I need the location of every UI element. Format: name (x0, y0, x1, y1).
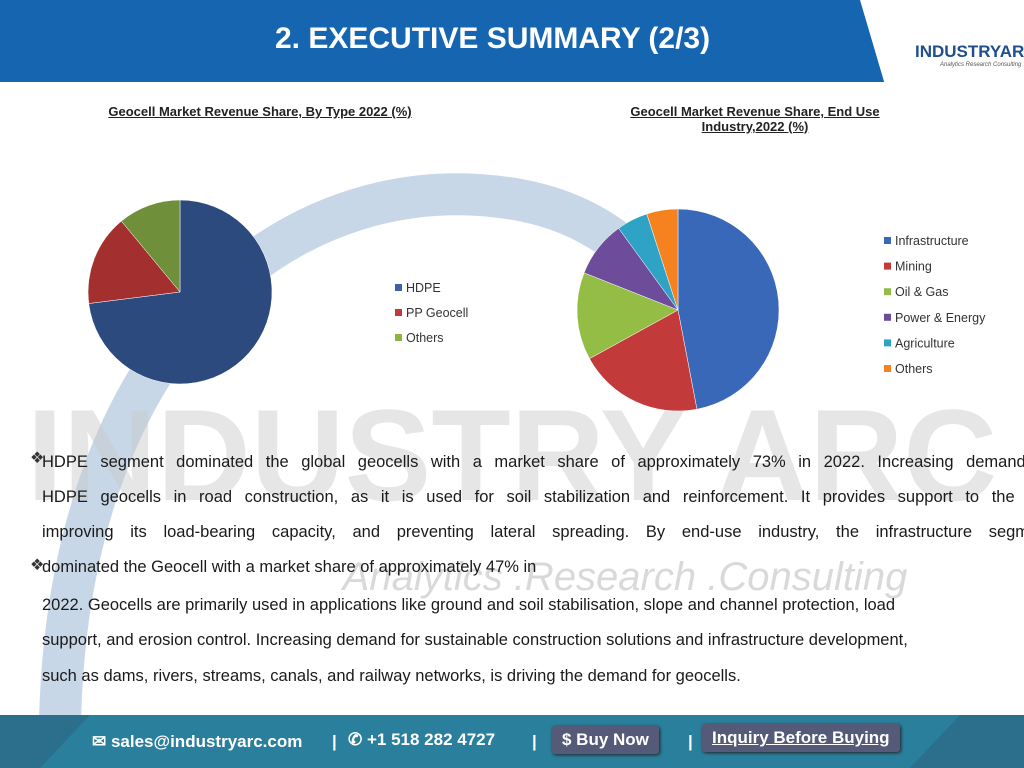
legend-label: Others (406, 331, 444, 345)
bullet: ❖ (30, 450, 44, 467)
pie-slice (677, 208, 780, 410)
email-text[interactable]: sales@industryarc.com (110, 732, 303, 751)
body-line: support, and erosion control. Increasing… (42, 631, 908, 649)
legend-label: Infrastructure (895, 234, 969, 248)
pie-slice (646, 208, 679, 311)
phone[interactable]: ✆ +1 518 282 4727 (348, 730, 496, 749)
legend-label: Agriculture (895, 336, 955, 350)
pie-slice (121, 199, 181, 293)
legend-label: Mining (895, 260, 932, 274)
body-line: HDPE segment dominated the global geocel… (42, 453, 1024, 471)
body-line: HDPE geocells in road construction, as i… (42, 488, 1024, 506)
body-line: improving its load-bearing capacity, and… (42, 523, 1024, 541)
body-line: dominated the Geocell with a market shar… (42, 558, 537, 576)
legend-swatch (884, 237, 891, 244)
chart-title: Geocell Market Revenue Share, By Type 20… (108, 104, 412, 119)
legend-swatch (884, 365, 891, 372)
legend-label: Oil & Gas (895, 285, 949, 299)
legend-swatch (395, 309, 402, 316)
email[interactable]: ✉ sales@industryarc.com (92, 732, 303, 751)
chart-title: Geocell Market Revenue Share, End Use In… (630, 104, 880, 134)
inquiry-button[interactable]: Inquiry Before Buying (702, 724, 900, 752)
slide-title: 2. EXECUTIVE SUMMARY (2/3) (275, 22, 711, 55)
pie-slice (589, 309, 698, 412)
pie-slice (87, 220, 181, 304)
pie-slice (576, 272, 679, 359)
legend-label: Power & Energy (895, 311, 986, 325)
logo-panel (860, 0, 1024, 95)
legend-label: PP Geocell (406, 306, 468, 320)
pie-slice (88, 199, 273, 385)
legend-swatch (884, 262, 891, 270)
logo-tagline: Analytics Research Consulting (940, 62, 1022, 68)
body-line: 2022. Geocells are primarily used in app… (42, 596, 896, 614)
legend-swatch (395, 334, 402, 341)
legend-label: Others (895, 362, 933, 376)
separator: | (332, 732, 337, 751)
watermark-tagline: Analytics .Research .Consulting (341, 555, 908, 599)
body-line: such as dams, rivers, streams, canals, a… (42, 667, 741, 685)
bullet: ❖ (30, 557, 44, 574)
buy-button[interactable]: $ Buy Now (552, 726, 659, 754)
phone-text[interactable]: +1 518 282 4727 (366, 730, 496, 749)
legend-swatch (884, 313, 891, 321)
header-band (0, 0, 1024, 82)
legend-swatch (884, 339, 891, 347)
separator: | (688, 732, 693, 751)
watermark-brand: INDUSTRY ARC (27, 382, 997, 528)
legend-swatch (884, 288, 891, 296)
legend-swatch (395, 284, 402, 291)
separator: | (532, 732, 537, 751)
legend-label: HDPE (406, 281, 441, 295)
